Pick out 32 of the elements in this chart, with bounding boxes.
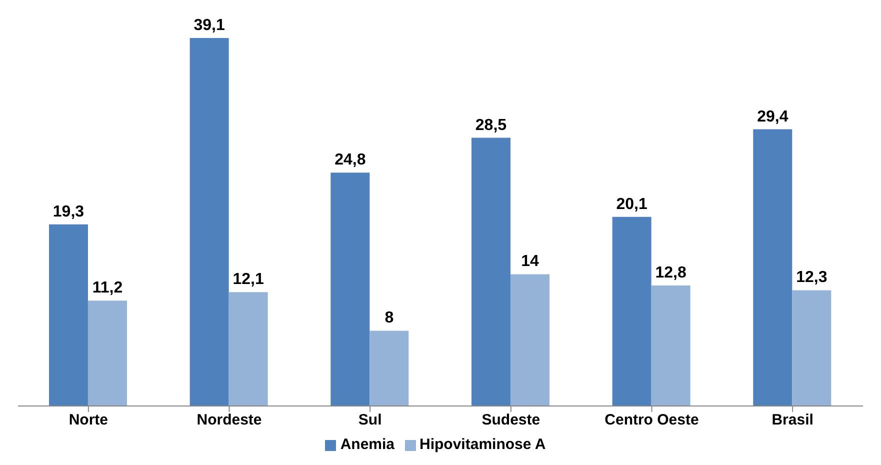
data-label: 8 bbox=[384, 310, 394, 327]
data-label: 39,1 bbox=[194, 17, 225, 34]
bar bbox=[330, 172, 370, 406]
data-label: 11,2 bbox=[92, 280, 123, 297]
data-label: 12,8 bbox=[655, 264, 686, 282]
data-label: 14 bbox=[521, 253, 539, 270]
bar bbox=[651, 286, 690, 406]
data-label: 12,3 bbox=[796, 269, 828, 286]
bar bbox=[48, 224, 88, 406]
bar bbox=[228, 292, 268, 406]
bar bbox=[612, 216, 652, 406]
x-tick-label: Brasil bbox=[772, 412, 814, 429]
x-tick-label: Nordeste bbox=[196, 412, 262, 429]
bar bbox=[190, 38, 229, 406]
data-label: 19,3 bbox=[52, 203, 84, 220]
bar bbox=[510, 274, 550, 406]
bar bbox=[88, 300, 127, 406]
data-label: 12,1 bbox=[232, 271, 264, 288]
data-label: 28,5 bbox=[475, 116, 507, 134]
legend-label: Hipovitaminose A bbox=[420, 436, 546, 453]
legend-label: Anemia bbox=[340, 436, 395, 453]
bar bbox=[753, 129, 792, 406]
bar bbox=[471, 138, 510, 406]
x-tick-label: Centro Oeste bbox=[604, 412, 699, 429]
x-tick-label: Norte bbox=[68, 412, 108, 429]
data-label: 20,1 bbox=[616, 196, 648, 213]
data-label: 29,4 bbox=[757, 108, 788, 126]
bar bbox=[370, 330, 409, 406]
x-tick-label: Sul bbox=[358, 412, 382, 429]
x-tick-label: Sudeste bbox=[482, 412, 540, 429]
data-label: 24,8 bbox=[334, 152, 366, 169]
bar bbox=[792, 290, 832, 406]
